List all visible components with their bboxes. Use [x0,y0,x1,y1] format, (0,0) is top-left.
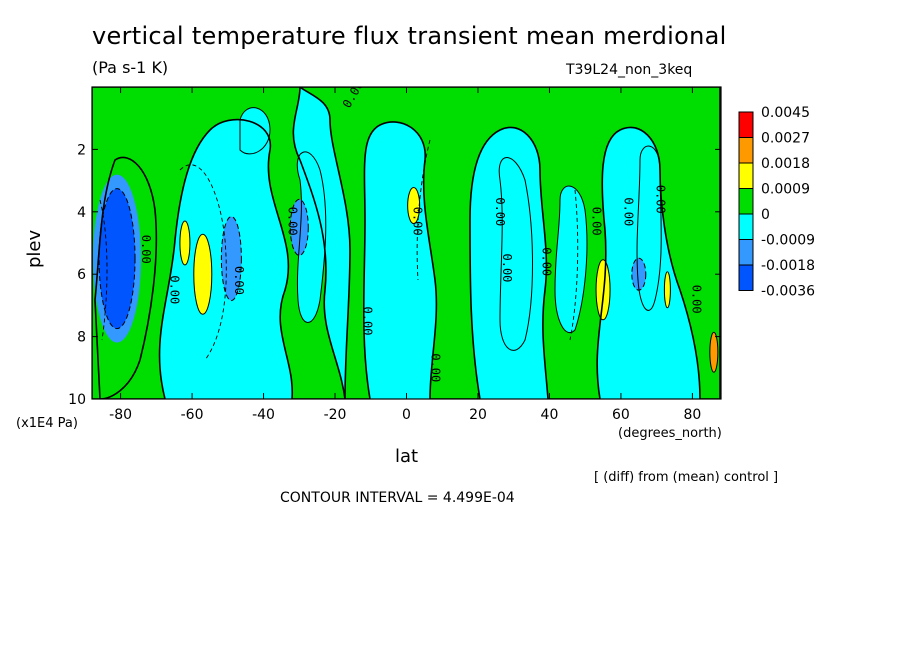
legend-swatch-2 [738,162,754,189]
zero-contour-2 [94,156,158,399]
x-tick-label-2: -40 [252,407,275,423]
zero-contour-0 [92,87,346,399]
x-tick-label-3: -20 [324,407,347,423]
extremum-9 [709,332,718,373]
chart-title: vertical temperature flux transient mean… [92,22,727,50]
contour-label-10: 0.00 [589,207,603,236]
contour-labels: 0.00 0.00 0.00 0.00 0.00 0.00 0.00 0.00 0.00 0.00… [139,87,703,382]
pocket-contour-3 [636,145,662,311]
axes: -80 -60 -40 -20 0 20 40 60 80 2 4 6 8 10 [68,87,721,423]
contour-label-5: 0.00 [411,207,425,236]
diff-note: [ (diff) from (mean) control ] [594,470,779,485]
y-tick-label-1: 4 [77,205,86,221]
legend-label-5: -0.0009 [761,233,815,249]
legend-label-0: 0.0045 [761,105,810,121]
contour-label-0: 0.00 [139,235,153,264]
extremum-contour-6 [595,259,611,321]
extremum-contour-8 [663,271,671,309]
color-legend: 0.0045 0.0027 0.0018 0.0009 0 -0.0009 -0.0018 -… [738,105,815,300]
legend-label-6: -0.0018 [761,258,815,274]
legend-swatch-4 [738,213,754,240]
zero-contour-1 [298,87,721,399]
x-tick-label-0: -80 [109,407,132,423]
negative-pocket-2 [555,186,587,333]
contour-interval: CONTOUR INTERVAL = 4.499E-04 [280,490,515,506]
extremum-2 [179,221,190,265]
contour-label-1: 0.00 [168,275,182,304]
contour-label-6: 0.00 [429,353,443,382]
y-tick-label-4: 10 [68,392,86,408]
contour-label-7: 0.00 [493,197,507,226]
negative-pocket-0 [297,151,326,323]
contour-label-4: 0.00 [361,307,375,336]
negative-pocket-4 [240,107,270,154]
contour-label-3: 0.00 [286,207,300,236]
extremum-1 [193,234,212,315]
run-label: T39L24_non_3keq [566,62,693,78]
legend-swatch-5 [738,239,754,266]
extremum-7 [631,258,646,291]
extremum-contour-1 [193,233,213,315]
legend-swatch-3 [738,188,754,215]
dashed-contour-2 [569,189,579,341]
extremum-contour-0 [98,188,136,330]
positive-region-1 [300,87,720,399]
pocket-contour-0 [296,151,327,323]
x-axis-label: lat [395,446,419,467]
extremum-contour-9 [709,331,719,373]
positive-region-0 [92,87,345,399]
pocket-contour-1 [498,157,533,351]
y-tick-label-2: 6 [77,267,86,283]
extremum-5 [407,187,420,224]
x-tick-label-5: 20 [469,407,487,423]
x-tick-label-8: 80 [683,407,701,423]
extremum-contour-5 [407,187,421,225]
contour-label-9: 0.00 [539,247,553,276]
legend-label-2: 0.0018 [761,156,810,172]
x-tick-label-6: 40 [541,407,559,423]
y-tick-label-3: 8 [77,330,86,346]
y-axis-label: plev [24,229,45,268]
extremum-0 [99,188,136,329]
contour-label-12: 0.00 [654,185,668,214]
legend-label-7: -0.0036 [761,284,815,300]
x-axis-units: (degrees_north) [618,426,722,441]
contour-label-2: 0.00 [232,266,246,295]
extremum-8 [664,271,671,308]
x-tick-label-4: 0 [402,407,411,423]
y-tick-label-0: 2 [77,142,86,158]
y-axis-units: (x1E4 Pa) [16,416,78,431]
plot-area [92,87,721,399]
dashed-contour-1 [416,139,431,281]
legend-swatch-0 [738,111,754,138]
contour-label-8: 0.00 [500,254,514,283]
extremum-contour-3 [220,216,242,302]
extremum-4 [290,199,309,256]
contour-label-11: 0.00 [622,197,636,226]
negative-pocket-1 [499,157,533,351]
pocket-contour-4 [239,107,271,155]
legend-swatch-6 [738,264,754,291]
x-tick-label-1: -60 [181,407,204,423]
extremum-3 [221,216,242,301]
legend-label-3: 0.0009 [761,182,810,198]
dashed-contour-0 [179,164,227,361]
legend-label-4: 0 [761,207,770,223]
extremum-contour-4 [289,198,309,256]
contour-label-13: 0.00 [689,285,703,314]
dashed-contour-3 [99,199,108,341]
legend-swatch-1 [738,137,754,164]
chart-units: (Pa s-1 K) [92,58,169,77]
contour-lines [92,87,721,399]
legend-label-1: 0.0027 [761,131,810,147]
x-tick-label-7: 60 [612,407,630,423]
pocket-contour-2 [554,185,588,333]
extremum-contour-2 [179,220,191,266]
